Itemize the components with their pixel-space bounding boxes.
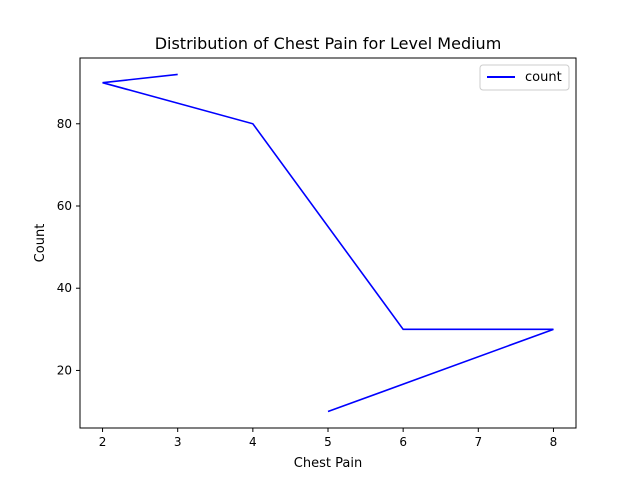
x-tick-label: 5	[324, 435, 332, 449]
y-axis-label: Count	[33, 224, 48, 263]
tick-group: 2 3 4 5 6 7 8 20 40 60 80	[57, 117, 558, 449]
x-tick-label: 6	[399, 435, 407, 449]
x-tick-label: 7	[474, 435, 482, 449]
x-tick-label: 3	[174, 435, 182, 449]
series-line-count	[102, 73, 554, 413]
y-tick-label: 20	[57, 363, 72, 377]
plot-frame	[79, 57, 577, 429]
x-tick-label: 8	[550, 435, 558, 449]
legend-box	[479, 64, 570, 91]
y-tick-label: 40	[57, 281, 72, 295]
y-tick-label: 60	[57, 199, 72, 213]
x-tick-label: 4	[249, 435, 257, 449]
x-tick-label: 2	[99, 435, 107, 449]
legend: count	[479, 64, 570, 91]
chart-title: Distribution of Chest Pain for Level Med…	[155, 34, 502, 53]
x-axis-label: Chest Pain	[294, 456, 362, 471]
legend-label: count	[525, 70, 562, 85]
y-tick-label: 80	[57, 117, 72, 131]
